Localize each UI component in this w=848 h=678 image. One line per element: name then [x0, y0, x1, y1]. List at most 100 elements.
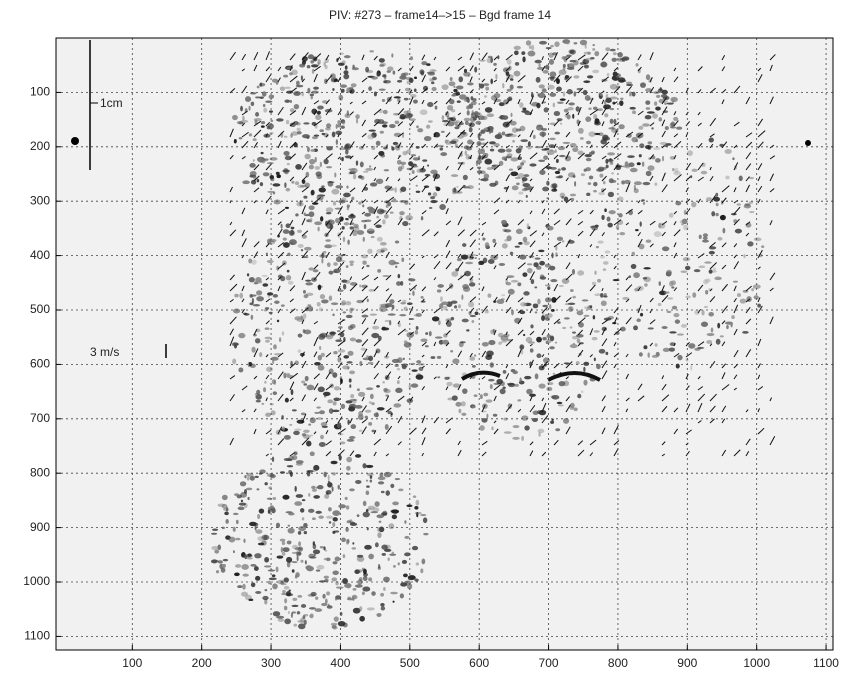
particle [293, 623, 298, 627]
velocity-vector [253, 348, 259, 358]
particle [249, 521, 257, 527]
velocity-vector [349, 219, 354, 226]
particle [511, 309, 514, 316]
particle [464, 120, 469, 126]
velocity-vector [661, 453, 666, 457]
particle [691, 168, 698, 172]
particle [534, 373, 539, 380]
particle [569, 344, 578, 349]
velocity-vector [613, 219, 622, 226]
particle [439, 147, 444, 151]
particle [529, 163, 537, 167]
velocity-vector [421, 298, 425, 303]
particle [271, 78, 279, 83]
velocity-vector [661, 184, 668, 193]
particle [338, 94, 344, 101]
x-tick-label: 800 [608, 656, 628, 670]
velocity-vector [373, 285, 379, 292]
particle [464, 270, 471, 277]
velocity-vector [673, 252, 678, 259]
velocity-vector [673, 111, 677, 116]
particle [413, 88, 417, 93]
velocity-vector [229, 316, 237, 325]
particle [314, 608, 323, 612]
x-tick-label: 300 [261, 656, 281, 670]
velocity-vector [325, 371, 331, 380]
velocity-vector [493, 164, 501, 171]
particle [395, 387, 403, 394]
particle [403, 342, 412, 348]
particle [451, 271, 459, 277]
particle [256, 290, 263, 296]
particle [426, 71, 435, 75]
particle [366, 485, 370, 488]
particle [367, 505, 376, 510]
particle [265, 252, 268, 256]
particle [291, 409, 297, 412]
velocity-vector [457, 261, 464, 270]
particle [705, 197, 713, 202]
particle [470, 112, 477, 119]
velocity-vector [481, 141, 489, 149]
particle [562, 91, 566, 97]
particle [462, 243, 467, 247]
velocity-vector [289, 298, 294, 303]
particle [555, 428, 561, 432]
particle [325, 239, 331, 242]
particle [593, 181, 598, 187]
velocity-vector [613, 121, 620, 127]
velocity-vector [241, 85, 248, 94]
particle [294, 181, 300, 186]
velocity-vector [409, 284, 418, 292]
particle [503, 333, 510, 338]
particle [427, 192, 432, 196]
particle [594, 118, 600, 125]
particle [642, 123, 650, 127]
particle [477, 133, 481, 140]
particle [404, 520, 407, 524]
particle [414, 329, 419, 335]
particle [346, 204, 351, 208]
particle [405, 76, 413, 81]
particle [704, 261, 712, 264]
particle [427, 120, 433, 123]
particle [516, 182, 520, 186]
particle [609, 118, 614, 124]
particle [521, 51, 526, 55]
particle [362, 500, 367, 507]
particle [448, 81, 456, 87]
particle [609, 108, 615, 111]
particle [583, 361, 590, 366]
particle [547, 381, 554, 386]
velocity-vector [529, 186, 534, 193]
particle [250, 294, 257, 297]
particle [375, 140, 381, 146]
velocity-vector [673, 407, 679, 413]
velocity-vector [733, 304, 739, 314]
velocity-vector [709, 133, 715, 138]
particle [324, 65, 328, 70]
particle [603, 181, 606, 185]
particle [509, 133, 517, 138]
velocity-vector [589, 228, 596, 237]
particle [344, 279, 351, 284]
particle [702, 233, 709, 238]
velocity-vector [253, 375, 258, 380]
particle [222, 558, 229, 562]
particle [295, 84, 304, 88]
particle [376, 208, 385, 215]
particle [346, 520, 351, 524]
particle [352, 230, 358, 237]
velocity-vector [637, 232, 642, 237]
particle [377, 527, 381, 532]
particle [673, 116, 679, 121]
particle [497, 55, 500, 60]
particle [645, 239, 652, 243]
velocity-vector [457, 65, 465, 72]
velocity-vector [361, 133, 367, 138]
particle [342, 120, 346, 125]
particle [314, 165, 321, 170]
particle [264, 336, 272, 340]
particle [368, 86, 373, 91]
particle [354, 569, 360, 575]
